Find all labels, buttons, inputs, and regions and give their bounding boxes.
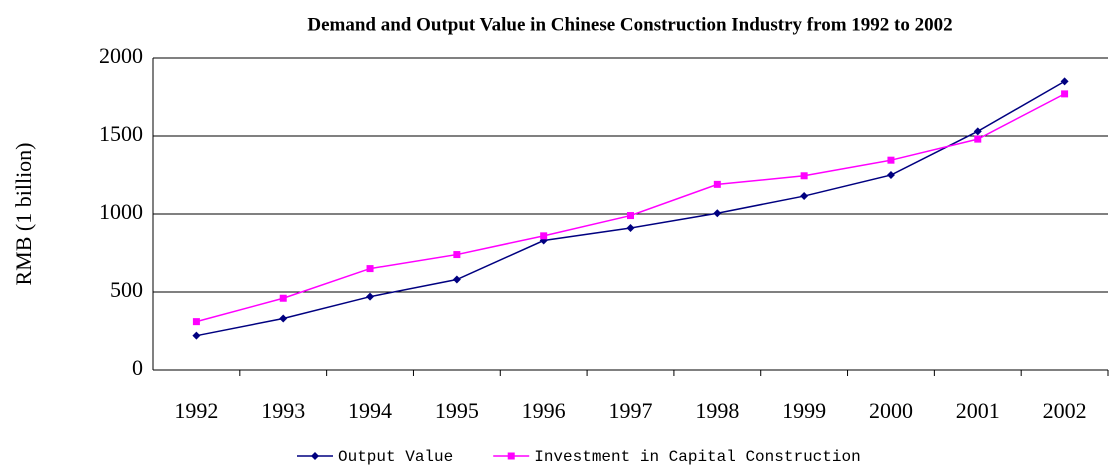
data-point — [192, 331, 201, 340]
data-point — [627, 212, 634, 220]
legend-marker — [311, 452, 319, 460]
x-tick-label: 2000 — [869, 398, 913, 423]
data-point — [973, 127, 982, 136]
y-tick-label: 1500 — [99, 121, 143, 146]
data-point — [713, 180, 721, 188]
data-point — [366, 292, 375, 301]
data-point — [974, 135, 982, 143]
data-point — [713, 209, 722, 218]
x-tick-label: 1998 — [695, 398, 739, 423]
x-tick-label: 1995 — [435, 398, 479, 423]
data-point — [452, 275, 461, 284]
x-tick-label: 2001 — [956, 398, 1000, 423]
data-point — [1060, 77, 1069, 86]
data-point — [800, 172, 808, 180]
data-point — [800, 192, 809, 201]
x-tick-label: 1997 — [609, 398, 653, 423]
data-point — [540, 232, 548, 240]
data-point — [1061, 90, 1069, 98]
x-tick-label: 1996 — [522, 398, 566, 423]
x-tick-label: 1993 — [261, 398, 305, 423]
y-tick-label: 500 — [110, 277, 143, 302]
series-line — [196, 93, 1065, 323]
x-tick-label: 1992 — [174, 398, 218, 423]
series-line — [196, 80, 1065, 337]
x-tick-label: 2002 — [1043, 398, 1087, 423]
data-point — [279, 294, 287, 302]
y-axis-label: RMB (1 billion) — [11, 142, 36, 285]
y-tick-label: 1000 — [99, 199, 143, 224]
legend-label: Output Value — [338, 448, 453, 466]
x-tick-label: 1999 — [782, 398, 826, 423]
data-point — [279, 314, 288, 323]
y-tick-label: 2000 — [99, 43, 143, 68]
x-tick-label: 1994 — [348, 398, 392, 423]
data-point — [453, 251, 461, 259]
data-point — [366, 265, 374, 273]
data-point — [626, 224, 635, 233]
data-point — [887, 156, 895, 164]
chart-title: Demand and Output Value in Chinese Const… — [307, 14, 952, 35]
data-point — [192, 318, 200, 326]
legend-label: Investment in Capital Construction — [534, 448, 860, 466]
legend-marker — [507, 452, 515, 460]
data-point — [886, 171, 895, 179]
y-tick-label: 0 — [132, 355, 143, 380]
